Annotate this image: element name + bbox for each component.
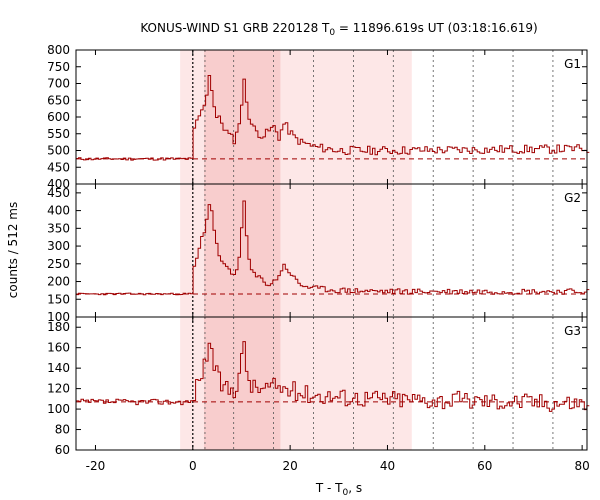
- y-tick-label: 700: [47, 77, 70, 91]
- y-tick-label: 400: [47, 204, 70, 218]
- panel-label: G3: [564, 324, 581, 338]
- shaded-interval-dark: [203, 184, 281, 317]
- y-tick-label: 60: [55, 443, 70, 457]
- y-tick-label: 750: [47, 60, 70, 74]
- y-tick-label: 100: [47, 310, 70, 324]
- y-tick-label: 450: [47, 186, 70, 200]
- y-tick-label: 350: [47, 221, 70, 235]
- light-curve: [76, 75, 590, 161]
- y-tick-label: 600: [47, 110, 70, 124]
- chart-title: KONUS-WIND S1 GRB 220128 T0 = 11896.619s…: [140, 21, 537, 38]
- y-tick-label: 400: [47, 177, 70, 191]
- y-tick-label: 80: [55, 423, 70, 437]
- x-tick-label: 40: [380, 459, 395, 473]
- y-tick-label: 250: [47, 257, 70, 271]
- y-axis-label: counts / 512 ms: [6, 202, 20, 298]
- x-tick-label: 80: [574, 459, 589, 473]
- y-tick-label: 650: [47, 93, 70, 107]
- y-tick-label: 500: [47, 144, 70, 158]
- y-tick-label: 140: [47, 361, 70, 375]
- light-curve: [76, 200, 590, 296]
- x-tick-label: -20: [86, 459, 106, 473]
- y-tick-label: 300: [47, 239, 70, 253]
- x-tick-label: 0: [189, 459, 197, 473]
- y-tick-label: 100: [47, 402, 70, 416]
- shaded-interval-dark: [203, 317, 281, 450]
- y-tick-label: 800: [47, 43, 70, 57]
- y-tick-label: 160: [47, 341, 70, 355]
- panel-g2: 100 150 200 250 300 350 400 450 G2: [47, 183, 590, 324]
- y-tick-label: 180: [47, 320, 70, 334]
- y-tick-label: 550: [47, 127, 70, 141]
- y-tick-label: 120: [47, 382, 70, 396]
- y-tick-label: 450: [47, 160, 70, 174]
- panel-g3: 60 80 100 120 140 160 180 G3: [47, 316, 590, 457]
- panel-g1: 400 450 500 550 600 650 700 750 800 G1: [47, 43, 590, 191]
- x-axis-label: T - T0, s: [315, 481, 362, 498]
- panel-frame: [75, 316, 588, 451]
- panel-label: G1: [564, 57, 581, 71]
- x-tick-label: 60: [477, 459, 492, 473]
- panel-label: G2: [564, 191, 581, 205]
- y-tick-label: 200: [47, 275, 70, 289]
- x-tick-label: 20: [282, 459, 297, 473]
- y-tick-label: 150: [47, 292, 70, 306]
- light-curve: [76, 341, 590, 412]
